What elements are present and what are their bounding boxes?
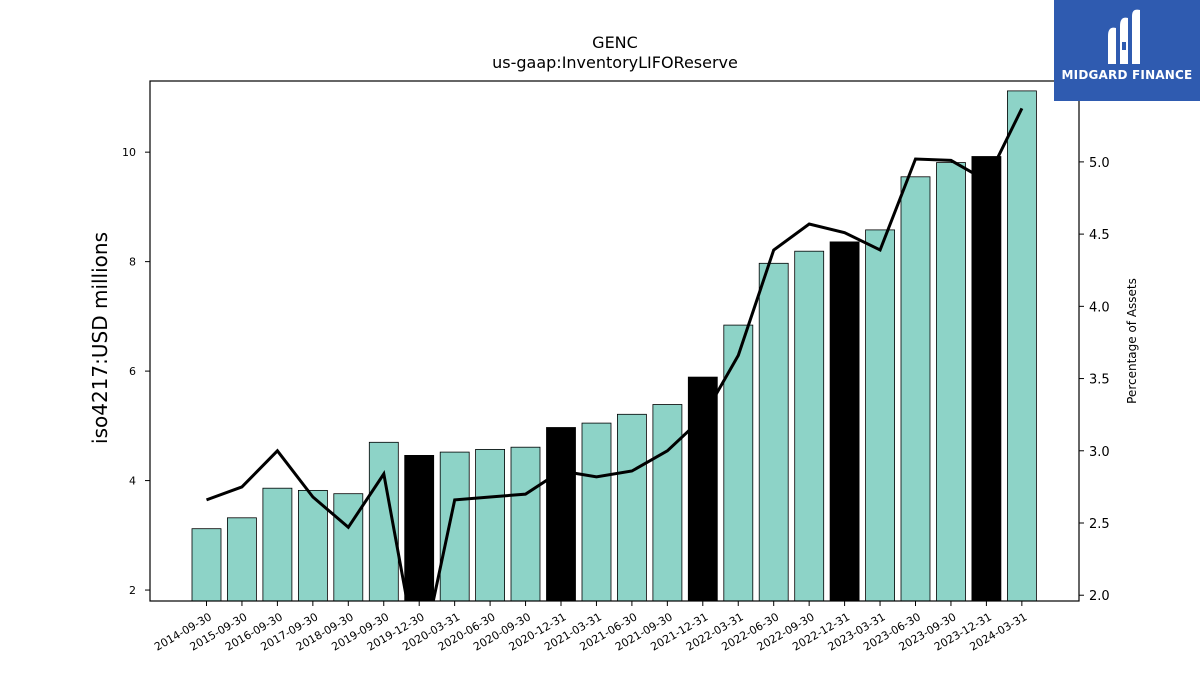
y2-axis-label: Percentage of Assets [1125,278,1139,404]
y2-tick-label: 3.5 [1089,373,1110,388]
y2-tick-label: 2.0 [1089,589,1110,604]
bar [510,446,541,601]
chart-subtitle: us-gaap:InventoryLIFOReserve [492,53,738,72]
y2-tick-label: 4.0 [1089,300,1110,315]
y-tick-label: 10 [122,146,136,159]
series-line [205,107,1024,601]
bar [262,487,293,601]
y-tick-label: 8 [129,256,136,269]
bar [546,427,576,601]
bar [900,176,931,601]
bar [475,448,506,601]
bar [297,489,328,601]
y-tick-label: 4 [129,475,136,488]
bar [226,517,257,601]
y-tick-label: 2 [129,584,136,597]
brand-name: MIDGARD FINANCE [1061,68,1193,82]
y2-tick-label: 5.0 [1089,156,1110,171]
bar [687,376,718,601]
bar [191,528,222,601]
bar [1007,90,1037,601]
bar [936,162,966,601]
bar [829,241,860,601]
bar [617,413,647,601]
bar [971,156,1002,601]
brand-logo: MIDGARD FINANCE [1054,0,1200,101]
brand-logo-icon [1108,9,1140,65]
bar [758,262,789,601]
bar [723,324,754,601]
chart-title: GENC [592,33,638,52]
y-tick-label: 6 [129,365,136,378]
bar [439,451,470,601]
bar [404,454,435,601]
bar [652,404,683,601]
y2-tick-label: 3.0 [1089,445,1110,460]
bar [794,250,825,601]
bar [865,229,895,601]
bar [581,422,612,601]
plot-frame [149,80,1080,602]
y-axis-label: iso4217:USD millions [88,232,112,444]
y2-tick-label: 2.5 [1089,517,1110,532]
y2-tick-label: 4.5 [1089,228,1110,243]
